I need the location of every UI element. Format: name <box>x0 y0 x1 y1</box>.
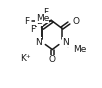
Text: F: F <box>43 8 48 17</box>
Text: O: O <box>73 17 80 26</box>
Text: N: N <box>35 38 42 47</box>
Text: N: N <box>63 38 69 47</box>
Text: O: O <box>49 55 56 64</box>
Text: B: B <box>37 17 43 26</box>
Text: Me: Me <box>73 45 87 54</box>
Text: K⁺: K⁺ <box>20 54 30 63</box>
Text: Me: Me <box>36 14 49 23</box>
Text: F: F <box>24 17 29 26</box>
Text: F: F <box>30 25 35 34</box>
